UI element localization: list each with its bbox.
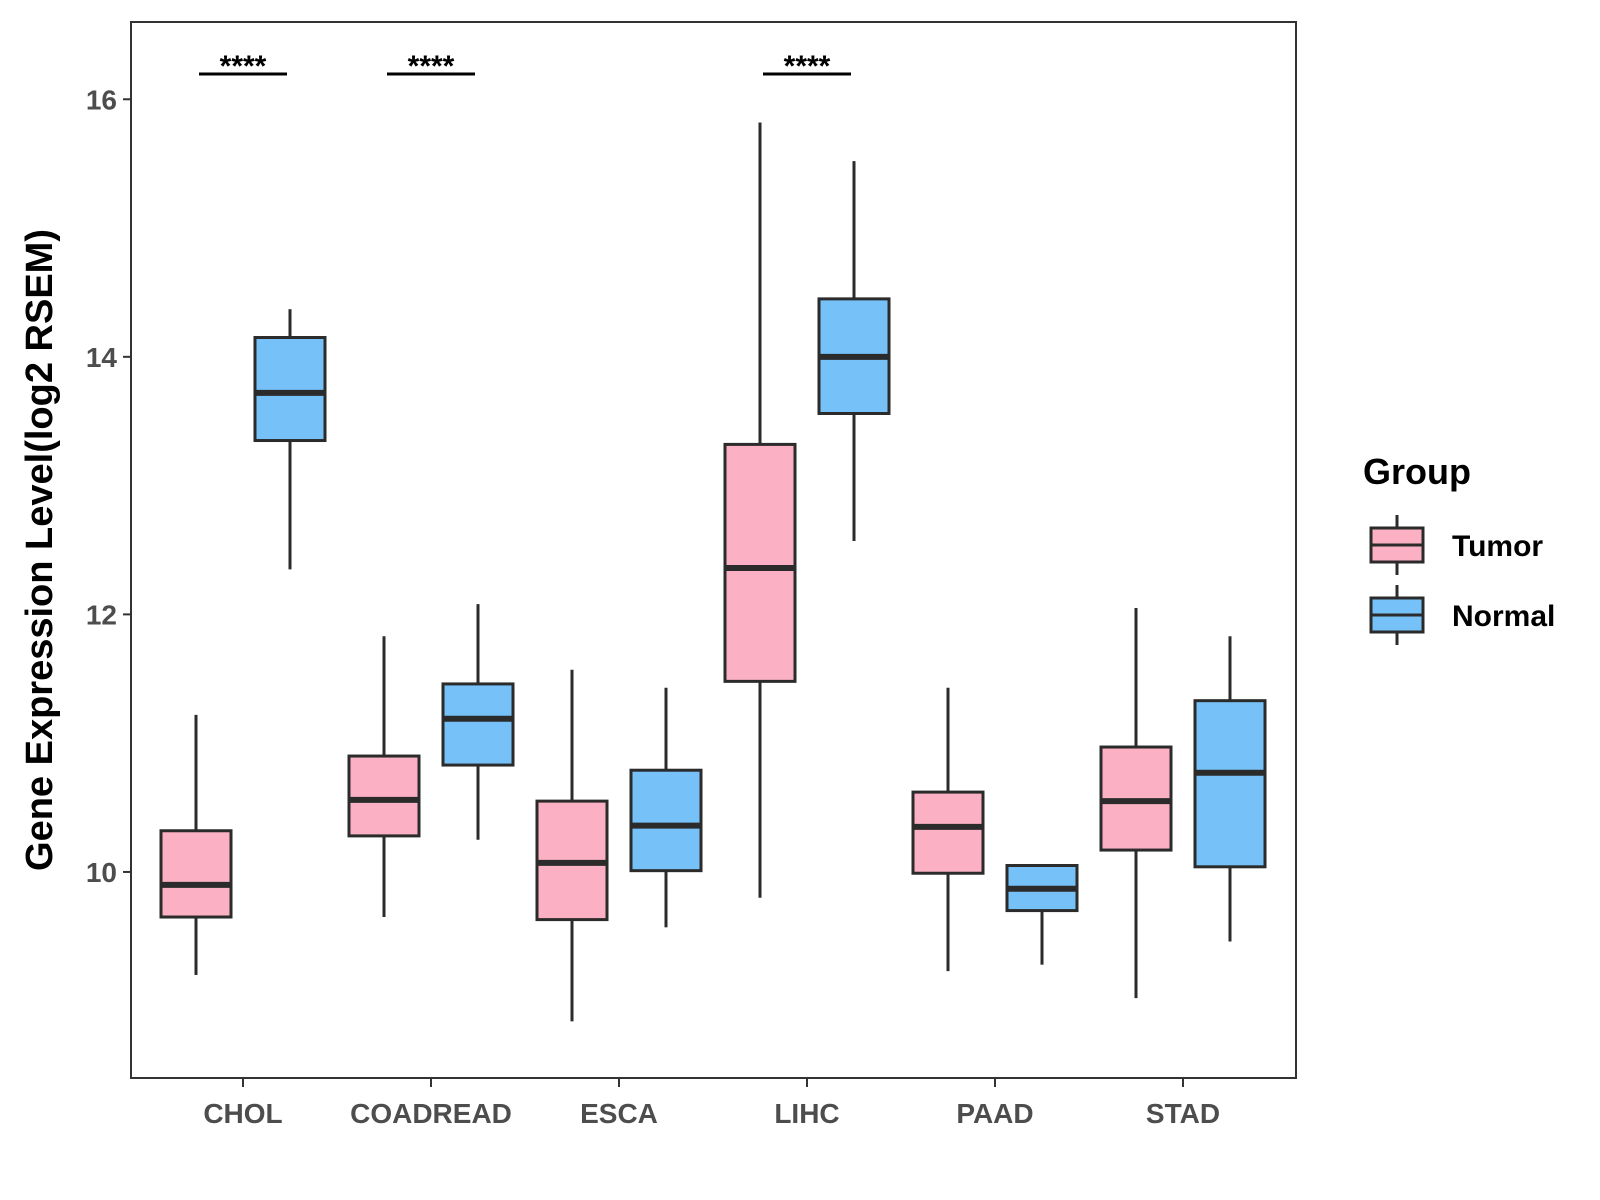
box-tumor-stad xyxy=(1099,607,1173,999)
box-normal-esca xyxy=(629,687,703,928)
x-tick-label-chol: CHOL xyxy=(203,1098,282,1129)
box-body xyxy=(253,336,327,443)
box-body xyxy=(159,829,233,919)
significance-coadread: **** xyxy=(387,50,475,83)
legend-label-normal: Normal xyxy=(1452,600,1555,633)
box-tumor-coadread xyxy=(347,636,421,918)
box-body xyxy=(629,768,703,873)
x-tick-label-paad: PAAD xyxy=(956,1098,1033,1129)
significance-lihc: **** xyxy=(763,50,851,83)
box-tumor-chol xyxy=(159,714,233,975)
box-body xyxy=(347,754,421,838)
x-tick-label-lihc: LIHC xyxy=(774,1098,839,1129)
y-axis: 10 12 14 16 xyxy=(86,84,131,888)
significance-chol: **** xyxy=(199,50,287,83)
legend-item-normal: Normal xyxy=(1369,585,1555,645)
x-tick-label-stad: STAD xyxy=(1146,1098,1220,1129)
box-tumor-paad xyxy=(911,687,985,972)
y-tick-label-14: 14 xyxy=(86,342,118,373)
significance-label: **** xyxy=(784,50,831,83)
plot-area: **** **** **** xyxy=(159,50,1267,1022)
legend: Group Tumor Normal xyxy=(1363,451,1555,645)
y-tick-label-12: 12 xyxy=(86,599,117,630)
significance-label: **** xyxy=(408,50,455,83)
box-tumor-esca xyxy=(535,669,609,1022)
box-normal-paad xyxy=(1005,864,1079,965)
x-tick-label-esca: ESCA xyxy=(580,1098,658,1129)
box-normal-chol xyxy=(253,309,327,570)
x-axis: CHOL COADREAD ESCA LIHC PAAD STAD xyxy=(203,1078,1220,1129)
plot-panel-border xyxy=(130,21,1297,1079)
y-tick-label-16: 16 xyxy=(86,84,117,115)
legend-label-tumor: Tumor xyxy=(1452,530,1543,563)
box-normal-stad xyxy=(1193,636,1267,942)
y-axis-title: Gene Expression Level(log2 RSEM) xyxy=(19,229,61,871)
box-body xyxy=(441,682,515,767)
legend-item-tumor: Tumor xyxy=(1369,515,1543,575)
legend-title: Group xyxy=(1363,451,1471,492)
box-body xyxy=(723,442,797,683)
box-normal-coadread xyxy=(441,604,515,840)
significance-label: **** xyxy=(220,50,267,83)
box-body xyxy=(1193,699,1267,869)
box-tumor-lihc xyxy=(723,122,797,898)
y-tick-label-10: 10 xyxy=(86,857,117,888)
box-normal-lihc xyxy=(817,161,891,541)
x-tick-label-coadread: COADREAD xyxy=(350,1098,512,1129)
box-body xyxy=(911,790,985,875)
